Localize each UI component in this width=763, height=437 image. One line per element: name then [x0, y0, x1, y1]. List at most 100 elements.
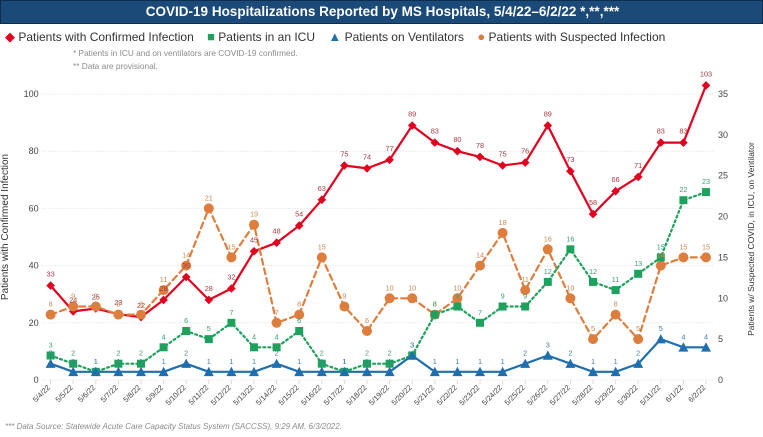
- svg-text:8: 8: [116, 300, 120, 309]
- svg-text:14: 14: [182, 251, 190, 260]
- svg-text:5/30/22: 5/30/22: [616, 383, 640, 407]
- svg-text:54: 54: [295, 210, 303, 219]
- svg-text:8: 8: [433, 300, 437, 309]
- svg-text:5/20/22: 5/20/22: [390, 383, 414, 407]
- svg-text:5: 5: [207, 324, 211, 333]
- svg-text:5/17/22: 5/17/22: [322, 383, 346, 407]
- svg-text:1: 1: [116, 357, 120, 366]
- svg-text:1: 1: [614, 357, 618, 366]
- svg-text:13: 13: [634, 259, 642, 268]
- svg-text:5/29/22: 5/29/22: [593, 383, 617, 407]
- svg-text:83: 83: [431, 127, 439, 136]
- svg-text:76: 76: [521, 147, 529, 156]
- svg-text:7: 7: [478, 308, 482, 317]
- svg-text:8: 8: [49, 300, 53, 309]
- svg-text:14: 14: [476, 251, 484, 260]
- svg-text:9: 9: [455, 292, 459, 301]
- svg-text:73: 73: [566, 155, 574, 164]
- svg-text:35: 35: [718, 89, 728, 99]
- svg-text:2: 2: [275, 349, 279, 358]
- svg-text:89: 89: [408, 110, 416, 119]
- svg-text:5: 5: [636, 324, 640, 333]
- svg-text:1: 1: [252, 357, 256, 366]
- svg-text:1: 1: [365, 357, 369, 366]
- svg-text:9: 9: [342, 292, 346, 301]
- svg-text:11: 11: [612, 275, 620, 284]
- svg-text:5/27/22: 5/27/22: [548, 383, 572, 407]
- svg-text:80: 80: [453, 135, 461, 144]
- svg-text:10: 10: [408, 283, 416, 292]
- svg-text:58: 58: [589, 198, 597, 207]
- svg-text:63: 63: [318, 184, 326, 193]
- svg-text:8: 8: [139, 300, 143, 309]
- svg-text:4: 4: [704, 332, 708, 341]
- svg-text:21: 21: [205, 193, 213, 202]
- svg-text:1: 1: [433, 357, 437, 366]
- svg-text:100: 100: [24, 89, 39, 99]
- svg-text:8: 8: [297, 300, 301, 309]
- svg-text:75: 75: [499, 150, 507, 159]
- svg-text:1: 1: [478, 357, 482, 366]
- svg-text:78: 78: [476, 141, 484, 150]
- svg-text:83: 83: [679, 127, 687, 136]
- svg-text:5/12/22: 5/12/22: [209, 383, 233, 407]
- svg-text:2: 2: [184, 349, 188, 358]
- svg-text:2: 2: [636, 349, 640, 358]
- svg-text:15: 15: [227, 242, 235, 251]
- svg-text:5/23/22: 5/23/22: [457, 383, 481, 407]
- svg-text:2: 2: [49, 349, 53, 358]
- svg-text:9: 9: [523, 292, 527, 301]
- svg-text:45: 45: [250, 235, 258, 244]
- svg-text:9: 9: [71, 292, 75, 301]
- svg-text:20: 20: [29, 318, 39, 328]
- svg-text:10: 10: [386, 283, 394, 292]
- svg-text:1: 1: [94, 357, 98, 366]
- svg-text:25: 25: [718, 171, 728, 181]
- svg-text:80: 80: [29, 146, 39, 156]
- svg-text:5/6/22: 5/6/22: [76, 383, 97, 404]
- svg-text:5/4/22: 5/4/22: [31, 383, 52, 404]
- svg-text:7: 7: [229, 308, 233, 317]
- svg-text:15: 15: [718, 252, 728, 262]
- svg-text:15: 15: [702, 242, 710, 251]
- svg-text:5: 5: [659, 324, 663, 333]
- svg-text:0: 0: [718, 375, 723, 385]
- svg-text:5/31/22: 5/31/22: [638, 383, 662, 407]
- svg-text:18: 18: [499, 218, 507, 227]
- svg-text:1: 1: [139, 357, 143, 366]
- svg-text:9: 9: [94, 292, 98, 301]
- svg-text:5/25/22: 5/25/22: [503, 383, 527, 407]
- svg-text:5/14/22: 5/14/22: [254, 383, 278, 407]
- svg-text:5/19/22: 5/19/22: [367, 383, 391, 407]
- svg-text:5/7/22: 5/7/22: [99, 383, 120, 404]
- svg-text:5/18/22: 5/18/22: [344, 383, 368, 407]
- svg-text:23: 23: [702, 177, 710, 186]
- svg-text:77: 77: [386, 144, 394, 153]
- svg-text:16: 16: [566, 234, 574, 243]
- svg-text:9: 9: [501, 292, 505, 301]
- svg-text:5/24/22: 5/24/22: [480, 383, 504, 407]
- svg-text:1: 1: [162, 357, 166, 366]
- svg-text:20: 20: [718, 212, 728, 222]
- svg-text:0: 0: [34, 375, 39, 385]
- svg-text:48: 48: [273, 227, 281, 236]
- svg-text:6/1/22: 6/1/22: [664, 383, 685, 404]
- svg-text:5: 5: [591, 324, 595, 333]
- svg-text:2: 2: [568, 349, 572, 358]
- svg-text:5/22/22: 5/22/22: [435, 383, 459, 407]
- svg-text:89: 89: [544, 110, 552, 119]
- svg-text:15: 15: [657, 242, 665, 251]
- svg-text:10: 10: [718, 293, 728, 303]
- svg-text:5/9/22: 5/9/22: [144, 383, 165, 404]
- svg-text:40: 40: [29, 261, 39, 271]
- svg-text:4: 4: [252, 332, 256, 341]
- svg-text:6: 6: [297, 316, 301, 325]
- svg-text:71: 71: [634, 161, 642, 170]
- svg-text:28: 28: [205, 284, 213, 293]
- svg-text:1: 1: [342, 357, 346, 366]
- svg-text:5/5/22: 5/5/22: [54, 383, 75, 404]
- svg-text:1: 1: [501, 357, 505, 366]
- svg-text:5/21/22: 5/21/22: [412, 383, 436, 407]
- svg-text:6: 6: [365, 316, 369, 325]
- svg-text:8: 8: [614, 300, 618, 309]
